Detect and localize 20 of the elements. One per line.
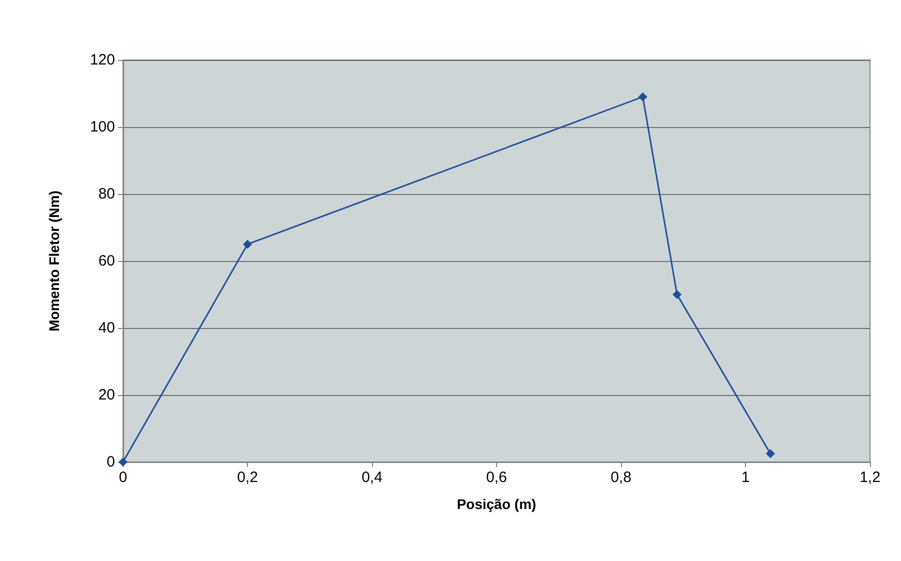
point — [672, 290, 682, 299]
x-tick-label: 1,2 — [860, 469, 880, 486]
x-axis-title: Posição (m) — [456, 496, 536, 512]
x-tick-label: 0 — [118, 469, 128, 486]
x-tick-label: 0,2 — [237, 469, 258, 486]
y-tick-label: 100 — [90, 118, 115, 136]
y-tick-label: 0 — [106, 454, 115, 470]
x-tick-label: 0,6 — [486, 469, 507, 486]
y-tick-label: 80 — [98, 186, 115, 202]
point — [638, 92, 648, 102]
point — [766, 449, 775, 458]
point — [243, 240, 252, 249]
y-tick-label: 60 — [98, 252, 115, 270]
x-tick-label: 1 — [741, 469, 750, 486]
y-tick-label: 40 — [98, 320, 115, 336]
y-tick-label: 20 — [98, 386, 115, 404]
x-tick-label: 0,8 — [610, 469, 632, 486]
x-tick-label: 0,4 — [362, 469, 382, 486]
y-tick-label: 120 — [90, 52, 115, 68]
y-axis-title: Momento Fletor (Nm) — [46, 190, 62, 332]
